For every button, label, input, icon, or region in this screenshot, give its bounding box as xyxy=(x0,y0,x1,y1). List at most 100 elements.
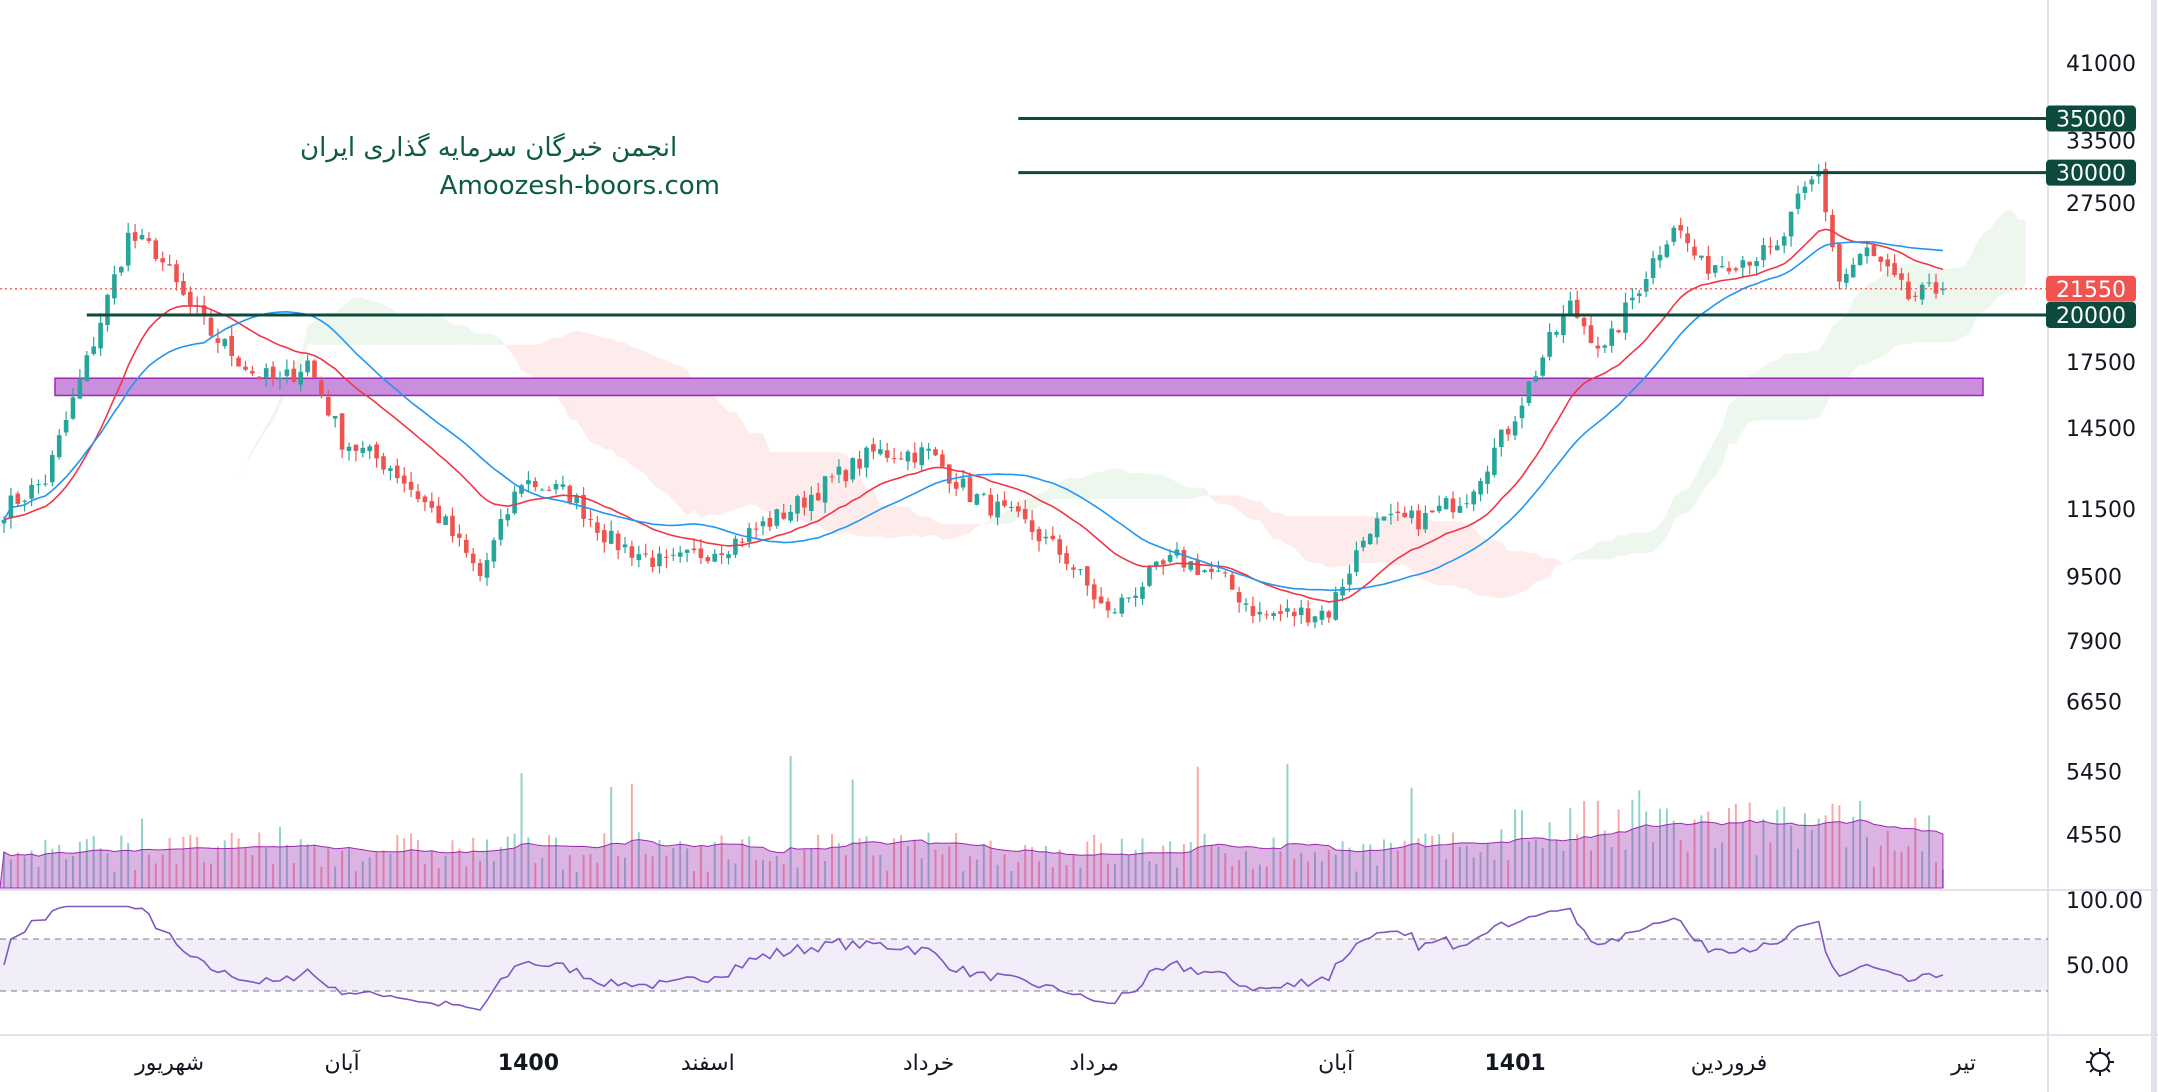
cloud-segment xyxy=(901,506,908,537)
volume-bar xyxy=(16,852,19,888)
candle-body xyxy=(1022,508,1028,520)
candle-body xyxy=(512,491,517,514)
cloud-segment xyxy=(880,506,888,538)
volume-bar xyxy=(1245,851,1247,888)
support-zone[interactable] xyxy=(54,377,1984,397)
cloud-segment xyxy=(680,365,688,516)
candle-body xyxy=(1692,246,1697,256)
volume-bar xyxy=(1721,842,1724,888)
candle-body xyxy=(1643,279,1649,292)
candle-body xyxy=(1423,513,1428,530)
cloud-segment xyxy=(956,523,964,538)
volume-bar xyxy=(292,863,295,888)
volume-bar xyxy=(1348,847,1351,888)
candle-body xyxy=(22,500,27,502)
time-axis-label: شهریور xyxy=(134,1051,204,1076)
cloud-segment xyxy=(1480,536,1488,597)
volume-bar xyxy=(72,855,74,888)
candle-body xyxy=(1547,332,1552,357)
cloud-segment xyxy=(1211,495,1219,504)
candle-body xyxy=(1278,611,1283,614)
volume-bar xyxy=(51,848,54,888)
gear-icon[interactable] xyxy=(2086,1048,2114,1076)
candle-body xyxy=(1781,236,1787,246)
volume-bar xyxy=(251,855,254,888)
volume-bar xyxy=(1797,848,1799,888)
candle-body xyxy=(1181,550,1187,568)
volume-bar xyxy=(1334,854,1337,888)
cloud-segment xyxy=(1156,474,1164,500)
cloud-segment xyxy=(1411,517,1419,579)
cloud-segment xyxy=(1846,299,1854,384)
volume-bar xyxy=(479,860,482,888)
volume-bar xyxy=(872,855,875,888)
volume-bar xyxy=(1576,834,1579,888)
candle-body xyxy=(29,484,34,499)
volume-bar xyxy=(893,838,896,888)
cloud-segment xyxy=(1715,427,1723,477)
cloud-segment xyxy=(1142,472,1150,500)
candle-body xyxy=(960,478,966,488)
volume-bar xyxy=(637,832,640,888)
volume-ma-area xyxy=(0,819,1944,889)
price-tick-label: 27500 xyxy=(2066,192,2136,217)
candle-body xyxy=(1505,428,1511,435)
time-axis-label: تیر xyxy=(1950,1051,1976,1076)
cloud-segment xyxy=(459,325,467,345)
cloud-segment xyxy=(1170,478,1177,500)
candle-body xyxy=(91,346,96,354)
candle-body xyxy=(1361,540,1366,548)
cloud-segment xyxy=(1632,532,1640,554)
volume-bar xyxy=(1058,849,1061,888)
cloud-segment xyxy=(1273,512,1281,540)
cloud-segment xyxy=(1473,527,1481,597)
cloud-segment xyxy=(1832,320,1840,392)
cloud-segment xyxy=(645,351,653,484)
candle-body xyxy=(1823,168,1828,213)
volume-bar xyxy=(210,863,212,888)
candle-body xyxy=(1098,596,1104,604)
candle-body xyxy=(602,530,607,543)
candle-body xyxy=(298,371,303,385)
candle-body xyxy=(236,357,241,367)
candle-body xyxy=(353,444,359,451)
volume-bar xyxy=(382,850,385,888)
volume-bar xyxy=(1914,817,1917,888)
volume-bar xyxy=(851,779,854,888)
candle-body xyxy=(1913,295,1918,297)
candle-body xyxy=(1802,186,1808,193)
cloud-segment xyxy=(1991,217,1999,306)
volume-bar xyxy=(3,852,5,888)
cloud-segment xyxy=(618,341,625,459)
candle-body xyxy=(1568,300,1573,314)
volume-bar xyxy=(1548,822,1551,888)
volume-bar xyxy=(1665,808,1668,888)
candle-body xyxy=(1029,520,1035,533)
cloud-segment xyxy=(1094,472,1102,500)
cloud-segment xyxy=(2018,219,2026,290)
candle-body xyxy=(1754,261,1759,267)
candle-body xyxy=(1850,264,1856,278)
volume-bar xyxy=(1176,867,1178,888)
candle-body xyxy=(615,533,621,551)
candle-body xyxy=(795,496,800,514)
cloud-segment xyxy=(1390,516,1398,565)
cloud-segment xyxy=(1439,521,1447,586)
cloud-segment xyxy=(1680,489,1688,515)
volume-bar xyxy=(1424,833,1427,888)
volume-bar xyxy=(134,870,137,888)
candle-body xyxy=(1878,256,1884,262)
cloud-segment xyxy=(266,414,274,431)
cloud-segment xyxy=(314,318,322,345)
last-price-label: 21550 xyxy=(2056,278,2126,303)
volume-bar xyxy=(768,860,771,888)
volume-bar xyxy=(375,851,378,888)
cloud-segment xyxy=(1225,495,1233,506)
candle-body xyxy=(753,528,759,530)
cloud-segment xyxy=(1908,263,1916,345)
volume-bar xyxy=(1935,862,1937,888)
candle-body xyxy=(1740,260,1746,268)
candle-body xyxy=(1526,381,1532,404)
cloud-segment xyxy=(1280,512,1288,545)
